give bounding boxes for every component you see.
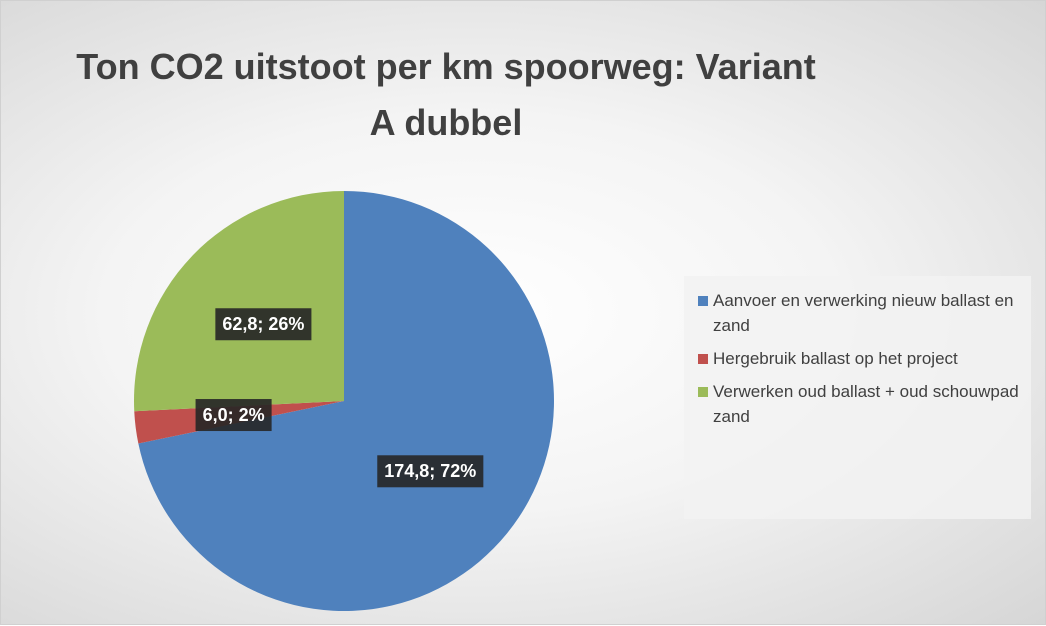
data-label-text: 62,8; 26%	[222, 314, 304, 334]
data-label: 62,8; 26%	[215, 308, 312, 341]
legend-label: Aanvoer en verwerking nieuw ballast en z…	[713, 291, 1014, 335]
legend-label: Hergebruik ballast op het project	[713, 349, 958, 368]
legend-swatch	[698, 296, 708, 306]
legend-swatch	[698, 354, 708, 364]
data-label-box	[215, 308, 312, 341]
legend-entry: Hergebruik ballast op het project	[698, 346, 1019, 371]
pie-slice	[138, 191, 554, 612]
legend-label: Verwerken oud ballast + oud schouwpad za…	[713, 382, 1019, 426]
data-label-text: 174,8; 72%	[384, 461, 476, 481]
data-label-box	[195, 399, 272, 432]
legend-entry: Verwerken oud ballast + oud schouwpad za…	[698, 379, 1019, 429]
legend-entry: Aanvoer en verwerking nieuw ballast en z…	[698, 288, 1019, 338]
data-label-text: 6,0; 2%	[203, 405, 265, 425]
data-label-box	[377, 455, 484, 488]
chart-title: Ton CO2 uitstoot per km spoorweg: Varian…	[76, 46, 816, 143]
data-label: 174,8; 72%	[377, 455, 484, 488]
pie-slice	[134, 191, 344, 412]
legend-swatch	[698, 387, 708, 397]
legend: Aanvoer en verwerking nieuw ballast en z…	[684, 276, 1031, 519]
data-label: 6,0; 2%	[195, 399, 272, 432]
